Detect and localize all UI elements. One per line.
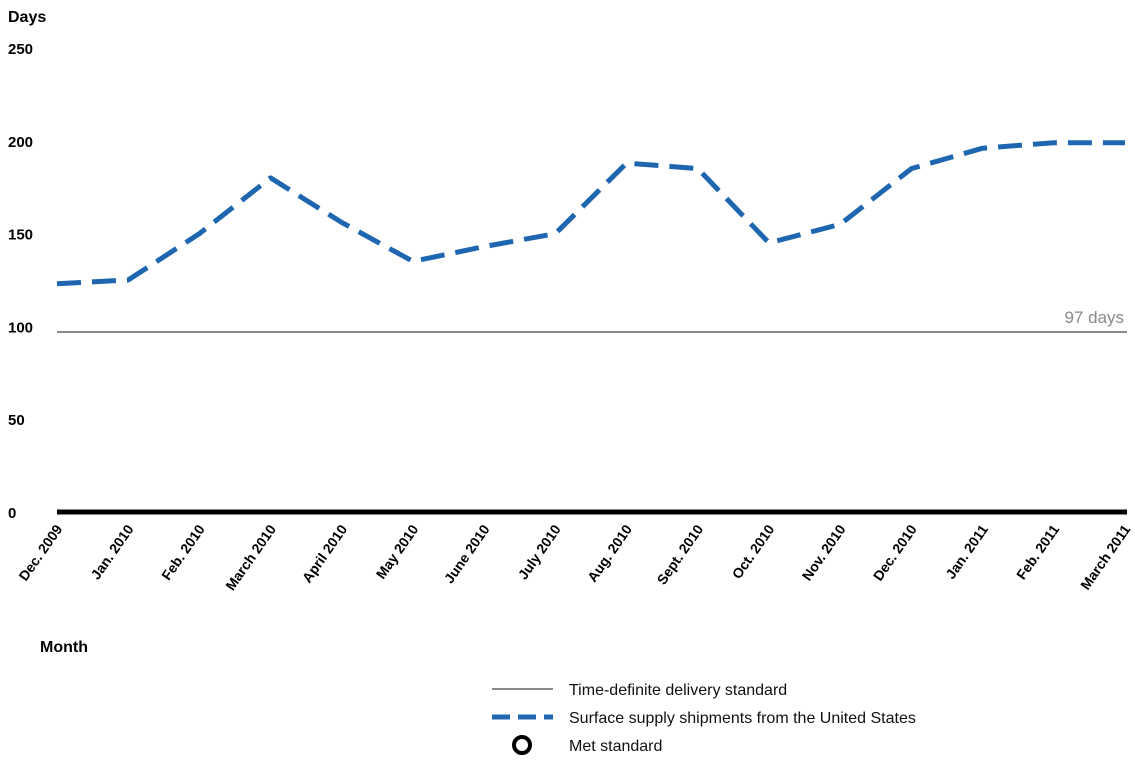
x-tick-label: Feb. 2011 [1013, 521, 1062, 582]
x-tick-label: Jan. 2011 [942, 521, 991, 581]
x-axis-ticks: Dec. 2009 Jan. 2010 Feb. 2010 March 2010 Apr… [15, 521, 1133, 593]
legend-label-met-standard: Met standard [569, 738, 662, 755]
x-tick-label: July 2010 [515, 521, 564, 582]
y-tick-label: 250 [8, 41, 33, 58]
x-tick-label: March 2011 [1077, 521, 1134, 592]
x-tick-label: Nov. 2010 [799, 521, 849, 583]
x-axis-title: Month [40, 639, 88, 656]
legend: Time-definite delivery standard Surface … [492, 682, 916, 755]
y-tick-label: 150 [8, 227, 33, 244]
x-tick-label: June 2010 [441, 521, 493, 586]
y-tick-label: 0 [8, 505, 16, 522]
x-tick-label: Aug. 2010 [584, 521, 635, 585]
series-line-surface-shipments [56, 140, 1125, 287]
x-tick-label: May 2010 [373, 521, 422, 581]
legend-label-shipments: Surface supply shipments from the United… [569, 710, 916, 727]
legend-label-standard: Time-definite delivery standard [569, 682, 787, 699]
y-axis-title: Days [8, 9, 46, 26]
x-tick-label: Dec. 2009 [15, 521, 65, 583]
y-tick-label: 200 [8, 134, 33, 151]
legend-marker-met-standard-circle [512, 735, 532, 755]
y-tick-label: 50 [8, 412, 25, 429]
y-axis-ticks: 0 50 100 150 200 250 [8, 41, 33, 522]
x-tick-label: Oct. 2010 [729, 521, 778, 581]
x-tick-label: Sept. 2010 [653, 521, 706, 587]
x-tick-label: Jan. 2010 [87, 521, 136, 582]
x-tick-label: Dec. 2010 [870, 521, 920, 583]
x-tick-label: Feb. 2010 [158, 521, 208, 583]
x-tick-label: March 2010 [222, 521, 279, 593]
standard-line-label: 97 days [1064, 308, 1124, 327]
y-tick-label: 100 [8, 319, 33, 336]
x-tick-label: April 2010 [299, 521, 351, 585]
